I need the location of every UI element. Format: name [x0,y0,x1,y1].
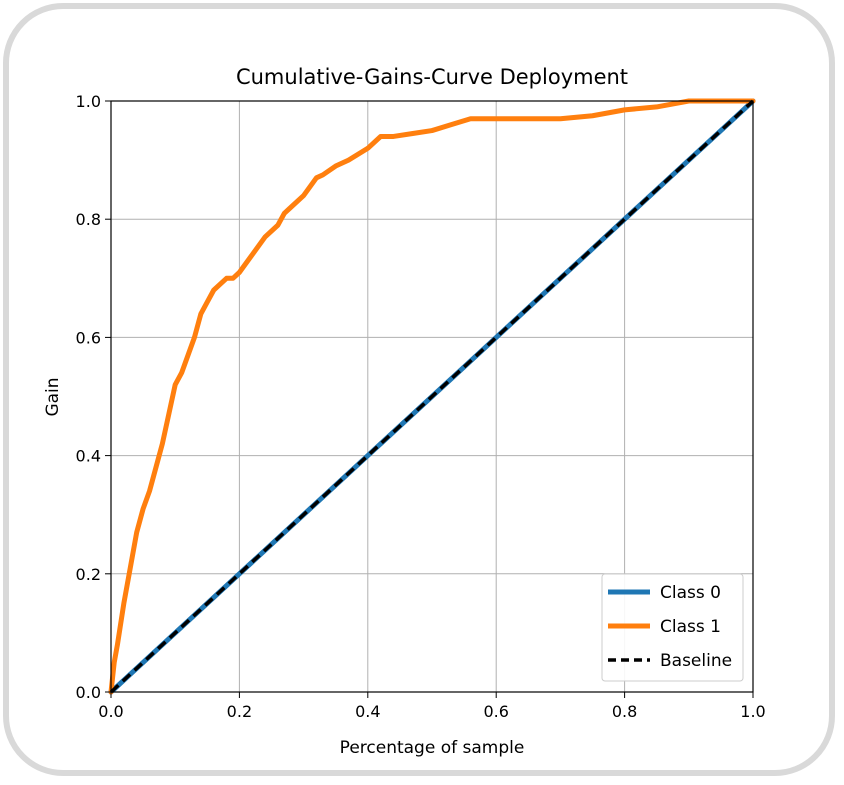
x-tick-label: 0.2 [227,702,252,721]
plot-frame [110,100,754,693]
legend: Class 0 Class 1 Baseline [601,573,744,682]
y-tick-label: 0.8 [76,210,101,229]
series-line-class-1 [108,98,756,695]
y-tick-label: 0.4 [76,447,101,466]
y-tick-label: 1.0 [76,92,101,111]
chart-title: Cumulative-Gains-Curve Deployment [236,65,628,89]
axis-ticks: 0.0 0.2 0.4 0.6 0.8 1.0 0.0 0.2 0.4 0.6 0.8 1.0 [76,92,766,721]
x-tick-label: 0.4 [355,702,380,721]
legend-label: Class 0 [660,583,721,603]
x-tick-label: 0.6 [483,702,508,721]
legend-box [601,573,744,682]
x-tick-label: 0.0 [98,702,123,721]
series-line-baseline [109,99,755,694]
legend-label: Baseline [660,651,732,671]
x-axis-label: Percentage of sample [340,738,525,758]
y-tick-label: 0.0 [76,683,101,702]
y-tick-label: 0.6 [76,328,101,347]
x-tick-label: 0.8 [612,702,637,721]
legend-label: Class 1 [660,617,721,637]
y-axis-label: Gain [43,377,63,416]
y-tick-label: 0.2 [76,565,101,584]
plot-area [108,98,756,695]
x-tick-label: 1.0 [740,702,765,721]
